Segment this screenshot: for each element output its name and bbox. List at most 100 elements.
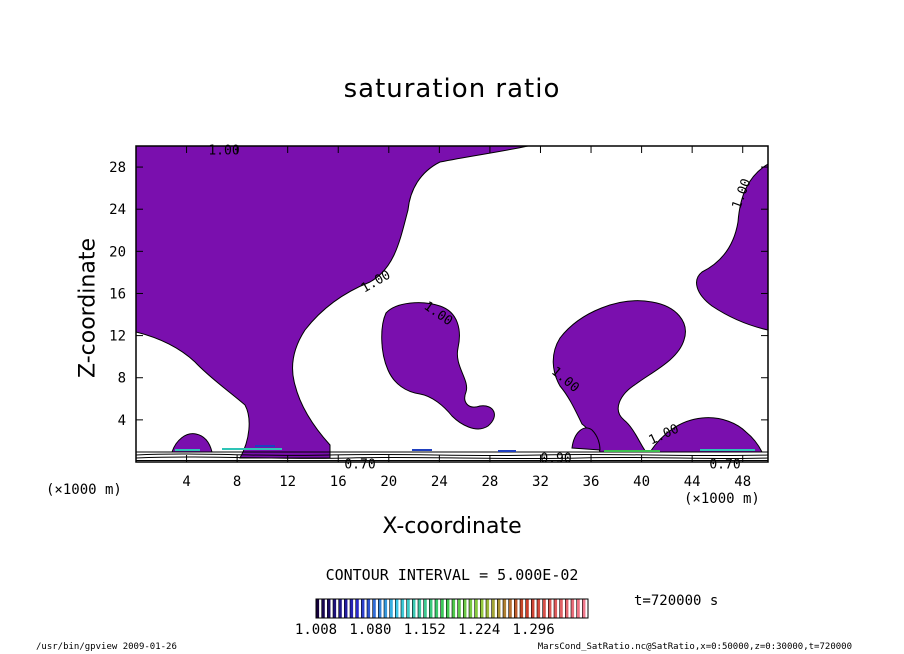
x-tick-label: 4 [182, 474, 190, 490]
region-small-bump [571, 427, 601, 451]
colorbar-swatch [480, 599, 484, 618]
colorbar-swatch [384, 599, 388, 618]
colorbar-tick-label: 1.224 [458, 622, 501, 638]
x-unit-label-right: (×1000 m) [684, 491, 760, 507]
plot-frame [135, 145, 769, 463]
colorbar-swatch [525, 599, 529, 618]
y-tick-label: 24 [109, 202, 126, 218]
contour-label: 0.90 [540, 452, 571, 467]
y-tick-label: 28 [109, 160, 126, 176]
colorbar-tick-label: 1.152 [403, 622, 446, 638]
colorbar-swatch [463, 599, 467, 618]
colorbar-swatch [514, 599, 518, 618]
colorbar-swatch [474, 599, 478, 618]
colorbar-swatch [486, 599, 490, 618]
region-upper-left [136, 146, 529, 459]
colorbar-swatch [469, 599, 473, 618]
x-unit-label-left: (×1000 m) [46, 482, 122, 498]
colorbar-swatch [412, 599, 416, 618]
colorbar-swatch [429, 599, 433, 618]
y-tick-label: 20 [109, 244, 126, 260]
y-tick-label: 8 [118, 371, 126, 387]
colorbar-swatch [361, 599, 365, 618]
colorbar-swatch [554, 599, 558, 618]
x-tick-label: 24 [431, 474, 448, 490]
ground-layer-colors [175, 445, 755, 452]
colorbar-swatch [367, 599, 371, 618]
region-upper-right [696, 163, 768, 331]
colorbar-swatch [491, 599, 495, 618]
colorbar-tick-label: 1.008 [294, 622, 338, 638]
colorbar-swatch [321, 599, 325, 618]
y-tick-label: 4 [118, 413, 126, 429]
colorbar-swatch [401, 599, 405, 618]
contour-label: 0.70 [709, 458, 740, 473]
x-tick-label: 16 [330, 474, 347, 490]
footer-right: MarsCond_SatRatio.nc@SatRatio,x=0:50000,… [537, 642, 852, 652]
colorbar-swatch [327, 599, 331, 618]
colorbar-swatch [406, 599, 410, 618]
colorbar-frame [315, 598, 589, 619]
x-tick-label: 8 [233, 474, 241, 490]
colorbar-swatch [582, 599, 586, 618]
colorbar-swatch [537, 599, 541, 618]
x-tick-label: 32 [532, 474, 549, 490]
colorbar [315, 598, 589, 619]
y-axis-label: Z-coordinate [75, 238, 101, 378]
x-tick-label: 36 [583, 474, 600, 490]
x-tick-label: 12 [279, 474, 296, 490]
x-tick-label: 20 [380, 474, 397, 490]
colorbar-swatch [378, 599, 382, 618]
y-tick-label: 12 [109, 329, 126, 345]
colorbar-swatch [565, 599, 569, 618]
x-tick-label: 40 [633, 474, 650, 490]
colorbar-swatch [350, 599, 354, 618]
colorbar-tick-label: 1.080 [349, 622, 392, 638]
footer-left: /usr/bin/gpview 2009-01-26 [36, 642, 177, 652]
colorbar-swatch [548, 599, 552, 618]
colorbar-swatch [333, 599, 337, 618]
contour-interval-label: CONTOUR INTERVAL = 5.000E-02 [325, 566, 579, 584]
colorbar-swatch [457, 599, 461, 618]
colorbar-swatch [531, 599, 535, 618]
colorbar-swatch [503, 599, 507, 618]
time-label: t=720000 s [634, 593, 719, 609]
colorbar-swatch [389, 599, 393, 618]
colorbar-swatch [395, 599, 399, 618]
colorbar-swatch [508, 599, 512, 618]
x-tick-label: 48 [734, 474, 751, 490]
contour-label: 1.00 [208, 144, 239, 159]
x-axis-label: X-coordinate [382, 514, 522, 539]
region-lower-left-bump [171, 433, 213, 453]
colorbar-swatch [372, 599, 376, 618]
colorbar-swatch [355, 599, 359, 618]
colorbar-swatch [497, 599, 501, 618]
chart-title: saturation ratio [343, 74, 561, 104]
y-tick-label: 16 [109, 286, 126, 302]
colorbar-swatch [446, 599, 450, 618]
plot-shading [136, 146, 768, 461]
colorbar-swatch [571, 599, 575, 618]
region-center-blob [381, 302, 495, 430]
colorbar-swatch [344, 599, 348, 618]
region-lower-right [649, 417, 763, 453]
colorbar-swatch [542, 599, 546, 618]
colorbar-swatch [559, 599, 563, 618]
colorbar-swatch [576, 599, 580, 618]
colorbar-swatch [316, 599, 320, 618]
ground-layer-contours [136, 451, 768, 461]
colorbar-swatch [520, 599, 524, 618]
contour-label: 0.70 [344, 458, 375, 473]
colorbar-swatch [435, 599, 439, 618]
x-tick-label: 44 [684, 474, 701, 490]
colorbar-swatch [452, 599, 456, 618]
x-tick-label: 28 [481, 474, 498, 490]
region-right-blob [552, 300, 686, 453]
colorbar-swatch [338, 599, 342, 618]
colorbar-swatch [418, 599, 422, 618]
colorbar-swatch [440, 599, 444, 618]
colorbar-swatch [423, 599, 427, 618]
